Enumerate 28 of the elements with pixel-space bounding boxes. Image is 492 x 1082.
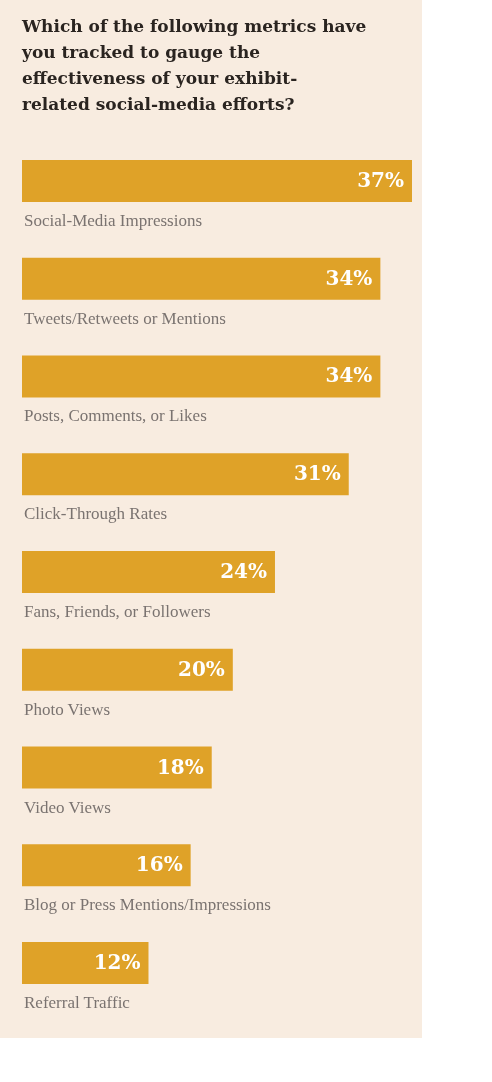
bar <box>22 257 381 300</box>
data-label: 34% <box>325 363 373 388</box>
y-tick-label: Posts, Comments, or Likes <box>24 406 207 426</box>
bar <box>22 453 349 496</box>
bar <box>22 844 191 887</box>
y-tick-label: Tweets/Retweets or Mentions <box>24 308 226 328</box>
data-label: 16% <box>135 852 183 877</box>
bar <box>22 746 212 789</box>
y-tick-label: Fans, Friends, or Followers <box>24 602 211 621</box>
chart-title: Which of the following metrics have you tracked to gauge the effectiveness of your exhibit-related social-media efforts? <box>21 16 367 114</box>
y-tick-label: Click-Through Rates <box>24 504 168 524</box>
data-label: 37% <box>357 167 404 192</box>
y-tick-label: Referral Traffic <box>24 993 131 1013</box>
bar <box>22 159 412 202</box>
y-tick-label: Photo Views <box>24 699 111 719</box>
y-tick-label: Video Views <box>24 797 111 817</box>
data-label: 31% <box>293 461 341 486</box>
y-tick-label: Blog or Press Mentions/Impressions <box>24 895 271 915</box>
bar <box>22 648 233 691</box>
data-label: 24% <box>220 559 267 583</box>
y-tick-label: Social-Media Impressions <box>24 210 202 230</box>
bar <box>22 355 381 398</box>
bar <box>22 551 275 593</box>
data-label: 20% <box>177 656 225 681</box>
data-label: 12% <box>93 950 141 975</box>
data-label: 18% <box>156 754 204 779</box>
data-label: 34% <box>325 265 373 290</box>
bar <box>22 942 149 985</box>
